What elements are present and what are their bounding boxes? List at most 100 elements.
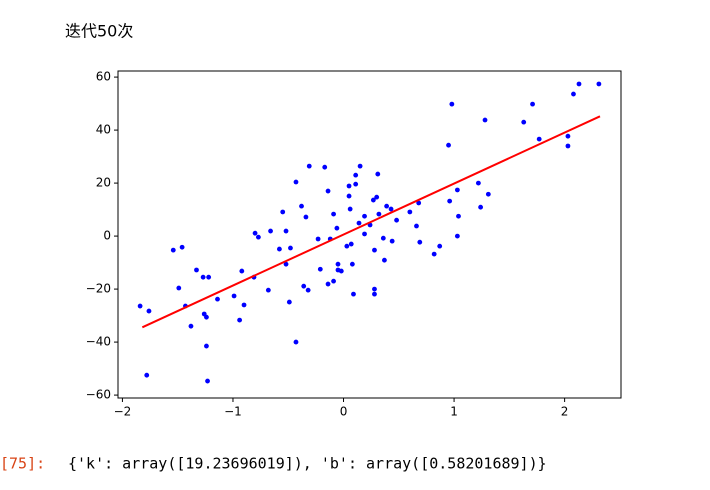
y-tick-label: 20 bbox=[96, 176, 111, 190]
data-point bbox=[384, 203, 390, 209]
data-point bbox=[144, 372, 150, 378]
data-point bbox=[146, 308, 152, 314]
data-point bbox=[194, 267, 199, 273]
y-tick-label: −60 bbox=[86, 388, 111, 402]
data-point bbox=[277, 246, 282, 252]
data-point bbox=[414, 223, 419, 229]
data-point bbox=[288, 245, 293, 251]
fit-line bbox=[141, 115, 601, 329]
output-prompt: [75]: bbox=[0, 455, 45, 473]
data-point bbox=[241, 302, 247, 308]
data-point bbox=[280, 209, 286, 215]
x-tick-label: 0 bbox=[340, 405, 348, 419]
data-point bbox=[353, 172, 359, 178]
data-point bbox=[137, 303, 143, 309]
data-point bbox=[372, 291, 377, 297]
data-point bbox=[362, 213, 367, 219]
data-point bbox=[482, 117, 488, 123]
data-point bbox=[231, 293, 237, 299]
data-point bbox=[372, 286, 377, 292]
data-point bbox=[348, 241, 354, 247]
y-tick-label: 40 bbox=[96, 123, 111, 137]
data-point bbox=[380, 235, 386, 241]
x-tick-label: 1 bbox=[450, 405, 458, 419]
data-point bbox=[317, 266, 323, 272]
data-point bbox=[204, 314, 209, 320]
data-point bbox=[334, 225, 340, 231]
data-point bbox=[431, 251, 437, 257]
data-point bbox=[325, 188, 331, 194]
data-point bbox=[338, 268, 344, 274]
data-point bbox=[335, 261, 341, 267]
data-point bbox=[265, 287, 271, 293]
data-point bbox=[394, 217, 399, 223]
data-point bbox=[268, 228, 273, 234]
data-point bbox=[485, 191, 491, 197]
data-point bbox=[416, 200, 422, 206]
data-point bbox=[349, 261, 355, 267]
data-point bbox=[255, 234, 261, 240]
data-point bbox=[205, 378, 210, 384]
data-point bbox=[204, 343, 209, 349]
data-point bbox=[325, 281, 331, 287]
data-point bbox=[286, 299, 292, 305]
data-point bbox=[353, 181, 359, 187]
data-point bbox=[293, 179, 299, 185]
data-point bbox=[170, 247, 176, 253]
data-point bbox=[530, 101, 535, 107]
data-point bbox=[565, 143, 571, 149]
data-point bbox=[576, 81, 582, 87]
data-point bbox=[206, 274, 212, 280]
data-point bbox=[565, 133, 571, 139]
y-tick-label: 0 bbox=[103, 229, 111, 243]
data-point bbox=[303, 214, 309, 220]
data-point bbox=[475, 180, 481, 186]
data-point bbox=[362, 231, 367, 237]
data-point bbox=[375, 171, 381, 177]
data-point bbox=[299, 203, 304, 209]
data-point bbox=[351, 291, 356, 297]
data-point bbox=[447, 198, 453, 204]
data-point bbox=[357, 163, 363, 169]
cell-title: 迭代50次 bbox=[65, 22, 133, 41]
data-point bbox=[315, 236, 321, 242]
data-point bbox=[322, 164, 328, 170]
data-point bbox=[176, 285, 182, 291]
data-point bbox=[200, 274, 206, 280]
data-point bbox=[215, 296, 220, 302]
data-point bbox=[306, 163, 312, 169]
data-point bbox=[389, 238, 395, 244]
data-point bbox=[374, 194, 380, 200]
data-point bbox=[407, 209, 413, 215]
y-tick-label: −20 bbox=[86, 282, 111, 296]
x-tick-label: −1 bbox=[224, 405, 242, 419]
y-tick-label: −40 bbox=[86, 335, 111, 349]
data-point bbox=[188, 323, 194, 329]
data-point bbox=[283, 261, 289, 267]
data-point bbox=[347, 206, 353, 212]
data-point bbox=[252, 230, 258, 236]
data-point bbox=[301, 283, 307, 289]
data-point bbox=[283, 228, 289, 234]
x-tick-label: 2 bbox=[561, 405, 569, 419]
data-point bbox=[346, 183, 352, 189]
x-tick-label: −2 bbox=[114, 405, 132, 419]
data-point bbox=[293, 339, 299, 345]
data-point bbox=[331, 278, 336, 284]
data-point bbox=[346, 193, 352, 199]
data-point bbox=[437, 243, 443, 249]
data-point bbox=[536, 136, 542, 142]
data-point bbox=[456, 213, 461, 219]
data-point bbox=[417, 239, 423, 245]
data-point bbox=[388, 206, 394, 212]
data-point bbox=[571, 91, 576, 97]
output-text: {'k': array([19.23696019]), 'b': array([… bbox=[68, 455, 547, 473]
data-point bbox=[356, 220, 362, 226]
data-point bbox=[239, 268, 245, 274]
data-point bbox=[179, 244, 185, 250]
data-point bbox=[454, 187, 460, 193]
data-point bbox=[449, 101, 455, 107]
data-point bbox=[305, 287, 311, 293]
